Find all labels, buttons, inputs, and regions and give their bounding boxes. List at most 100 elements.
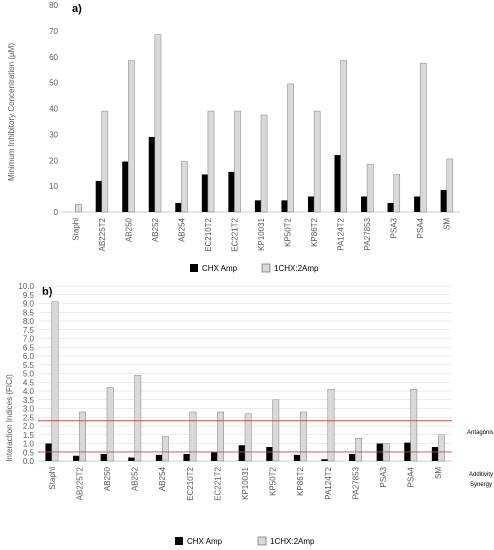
x-tick-label-ec221t2: EC221T2 [213,466,222,500]
bar-1chx-2amp-pa27853 [366,163,374,213]
bar-chx-amp-psa4 [414,196,421,212]
bar-chx-amp-ab254 [175,202,182,212]
panel-b-label: b) [42,286,53,298]
bar-1chx-2amp-ec210t2 [189,411,197,462]
legend-label-1chx-2amp: 1CHX:2Amp [274,264,319,273]
bar-1chx-2amp-kp86t2 [313,110,321,213]
y-tick-label: 9.5 [23,291,35,300]
x-tick-label-ab254: AB254 [177,217,186,242]
reference-label-antagonism: Antagonism [467,430,494,436]
bar-1chx-2amp-psa4 [410,389,418,462]
y-tick-label: 0.0 [23,457,35,466]
bar-1chx-2amp-ec221t2 [217,411,224,462]
y-tick-label: 7.0 [23,335,35,344]
bar-chx-amp-ec221t2 [211,452,218,461]
y-tick-label: 30 [49,130,58,139]
x-tick-label-ab250: AB250 [103,466,112,491]
x-tick-label-staphl: Staphl [71,218,80,241]
x-tick-label-sm: SM [443,218,452,230]
x-tick-label-ab250: AB250 [124,217,133,242]
bar-chx-amp-ab254 [155,454,163,461]
x-tick-label-psa4: PSA4 [416,217,425,238]
bar-chx-amp-ab225t2 [73,455,80,461]
x-tick-label-ab225t2: AB225T2 [75,466,84,500]
bar-chx-amp-pa124t2 [334,155,341,212]
bar-chx-amp-ab250 [122,161,129,212]
bar-1chx-2amp-kp86t2 [299,411,307,462]
y-tick-label: 5.5 [23,361,35,370]
y-tick-label: 7.5 [23,326,35,335]
y-tick-label: 0 [54,208,59,217]
bar-chx-amp-psa3 [387,202,394,212]
bar-1chx-2amp-ab225t2 [79,411,86,462]
legend-label-chx-amp: CHX Amp [202,264,238,273]
bar-1chx-2amp-pa27853 [355,438,362,462]
bar-chx-amp-ec210t2 [183,454,190,461]
bar-chx-amp-pa124t2 [321,459,328,461]
y-tick-label: 1.0 [23,440,35,449]
panel-a-legend: CHX Amp 1CHX:2Amp [190,263,319,273]
y-tick-label: 0.5 [23,448,35,457]
bar-1chx-2amp-kp10031 [244,413,252,462]
y-tick-label: 10.0 [18,282,34,291]
x-tick-label-sm: SM [434,467,443,479]
bar-1chx-2amp-ab250 [128,60,135,213]
bar-chx-amp-ab250 [100,454,107,461]
bar-1chx-2amp-staphl [75,203,82,213]
bar-1chx-2amp-pa124t2 [327,389,335,462]
y-tick-label: 6.5 [23,343,35,352]
y-tick-label: 9.0 [23,300,35,309]
y-tick-label: 2.5 [23,413,35,422]
y-tick-label: 2.0 [23,422,35,431]
bar-1chx-2amp-ab254 [181,161,188,213]
y-tick-label: 50 [49,79,58,88]
y-tick-label: 8.5 [23,308,35,317]
y-tick-label: 60 [49,53,58,62]
x-tick-label-kp10031: KP10031 [257,217,266,250]
x-tick-label-kp86t2: KP86T2 [310,217,319,246]
bar-chx-amp-kp50t2 [266,447,273,461]
x-tick-label-pa124t2: PA124T2 [337,217,346,250]
y-tick-label: 5.0 [23,370,35,379]
bar-chx-amp-kp50t2 [281,200,288,212]
bar-chx-amp-ab252 [148,136,155,212]
bar-1chx-2amp-pa124t2 [340,60,347,213]
x-tick-label-psa4: PSA4 [407,466,416,487]
y-tick-label: 1.5 [23,431,35,440]
x-tick-label-pa27853: PA27853 [351,466,360,499]
bar-chx-amp-kp86t2 [307,196,315,212]
legend-swatch-chx-amp-b [175,537,183,545]
legend-swatch-1chx-2amp-b [257,536,267,546]
bar-1chx-2amp-ec210t2 [207,110,215,213]
y-tick-label: 4.5 [23,378,35,387]
bar-1chx-2amp-ab250 [106,387,114,462]
x-tick-label-ab225t2: AB225T2 [98,217,107,251]
bar-1chx-2amp-kp50t2 [287,83,294,213]
y-tick-label: 4.0 [23,387,35,396]
y-tick-label: 3.5 [23,396,35,405]
x-tick-label-kp86t2: KP86T2 [296,466,305,495]
x-tick-label-ec221t2: EC221T2 [230,217,239,251]
x-tick-label-psa3: PSA3 [379,466,388,487]
bar-1chx-2amp-kp10031 [260,114,268,213]
bar-chx-amp-ec221t2 [228,171,235,212]
bar-chx-amp-kp10031 [238,445,245,461]
legend-swatch-chx-amp [190,264,198,272]
x-tick-label-ec210t2: EC210T2 [204,217,213,251]
panel-b-chart: b) Antagonism Additivity Synergy 0.00.51.0… [5,282,494,546]
y-tick-label: 3.0 [23,405,35,414]
bar-chx-amp-kp10031 [254,200,261,212]
y-tick-label: 40 [49,105,58,114]
y-tick-label: 70 [49,27,58,36]
bar-1chx-2amp-psa4 [419,62,427,213]
x-tick-label-ec210t2: EC210T2 [186,466,195,500]
panel-a-y-axis-label: Minimum Inhibitory Concentration (μM) [7,43,16,181]
y-tick-label: 8.0 [23,317,35,326]
x-tick-label-pa124t2: PA124T2 [324,466,333,499]
panel-a-label: a) [72,3,82,15]
y-tick-label: 80 [49,1,58,10]
x-tick-label-ab252: AB252 [131,466,140,491]
bar-1chx-2amp-sm [446,158,454,213]
x-tick-label-ab254: AB254 [158,466,167,491]
